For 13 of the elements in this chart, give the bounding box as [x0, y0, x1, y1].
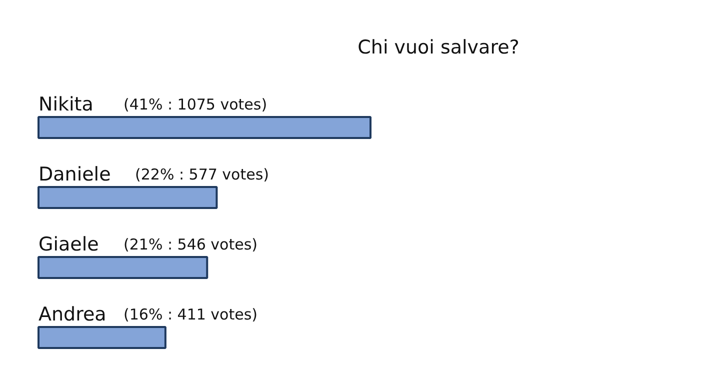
data-label: (41% : 1075 votes) [124, 96, 268, 114]
text: Chi vuoi salvare? [358, 36, 520, 58]
bar [38, 186, 218, 209]
y-tick-label: Andrea [38, 304, 106, 326]
y-tick-label: Nikita [38, 94, 94, 116]
data-label: (16% : 411 votes) [124, 306, 258, 324]
data-label: (22% : 577 votes) [135, 166, 270, 184]
bar [38, 326, 166, 349]
y-tick-label: Daniele [38, 164, 111, 186]
bar [38, 256, 208, 279]
data-label: (21% : 546 votes) [124, 236, 258, 254]
y-tick-label: Giaele [38, 234, 99, 256]
bar [38, 116, 372, 139]
